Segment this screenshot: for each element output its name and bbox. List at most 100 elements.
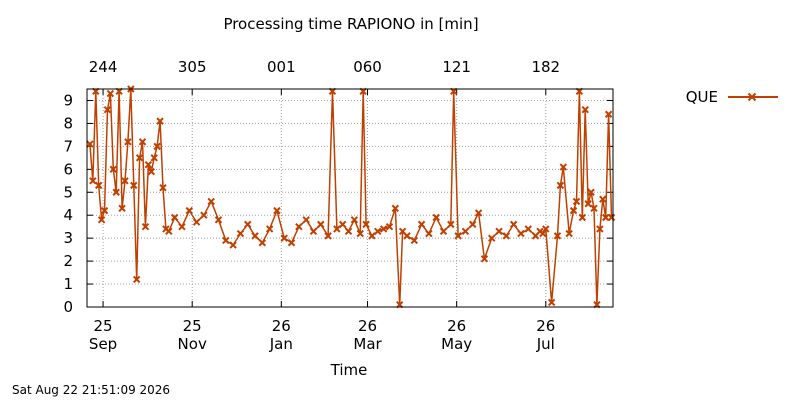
data-point-stroke — [368, 232, 376, 240]
data-point-stroke — [374, 227, 382, 235]
y-tick-label: 0 — [63, 298, 73, 316]
data-point-stroke — [454, 232, 462, 240]
x-top-tick-label: 182 — [531, 58, 560, 76]
data-point — [280, 234, 288, 242]
data-point — [229, 241, 237, 249]
x-top-tick-label: 121 — [442, 58, 471, 76]
data-point-stroke — [138, 138, 147, 146]
data-point-stroke — [474, 209, 483, 217]
series-line-que — [89, 88, 613, 306]
plot-area-frame — [86, 88, 614, 308]
data-point — [338, 220, 347, 229]
data-point — [333, 225, 341, 233]
data-point — [447, 220, 455, 229]
data-point-stroke — [379, 225, 388, 233]
data-point-stroke — [539, 229, 547, 238]
data-point-stroke — [86, 140, 94, 148]
data-point — [130, 181, 138, 190]
chart-title: Processing time RAPIONO in [min] — [223, 15, 478, 33]
data-point-stroke — [480, 255, 489, 263]
data-point — [214, 216, 223, 224]
data-point — [556, 181, 565, 190]
data-point — [599, 195, 607, 203]
data-point-stroke — [604, 110, 613, 118]
data-point — [584, 200, 592, 208]
data-point-stroke — [147, 167, 155, 176]
data-point — [403, 232, 411, 240]
y-tick-label: 4 — [63, 206, 73, 224]
x-top-tick-label: 305 — [178, 58, 207, 76]
data-point — [132, 275, 141, 284]
data-point-stroke — [596, 225, 604, 233]
data-point — [454, 232, 462, 240]
data-point — [185, 206, 193, 215]
data-point-stroke — [144, 161, 153, 169]
data-point — [222, 236, 230, 245]
data-point — [474, 209, 483, 217]
data-point-stroke — [584, 200, 592, 208]
data-point-stroke — [273, 206, 281, 215]
data-point — [590, 204, 598, 213]
data-point-stroke — [141, 222, 150, 231]
data-point-stroke — [317, 220, 325, 229]
data-point-stroke — [109, 165, 118, 174]
data-point-stroke — [124, 138, 132, 146]
data-point — [153, 142, 161, 151]
data-point — [368, 232, 376, 240]
data-point — [150, 154, 158, 162]
data-point — [517, 229, 525, 238]
data-point — [317, 220, 325, 229]
data-point-stroke — [607, 213, 616, 222]
x-tick-label-month: Nov — [178, 335, 207, 353]
data-point — [192, 218, 201, 226]
data-point-stroke — [214, 216, 223, 224]
data-point — [170, 213, 179, 222]
data-point — [596, 225, 604, 233]
data-point-stroke — [469, 220, 477, 229]
data-point — [156, 117, 164, 125]
data-point-stroke — [153, 142, 161, 151]
data-point-stroke — [236, 229, 245, 238]
data-point-stroke — [222, 236, 230, 245]
data-point-stroke — [385, 222, 394, 231]
data-point-stroke — [461, 227, 470, 235]
data-point-stroke — [502, 232, 511, 240]
data-point-stroke — [587, 188, 595, 196]
data-point — [488, 234, 496, 242]
data-point-stroke — [410, 236, 418, 245]
data-point-stroke — [251, 232, 259, 240]
data-point-stroke — [200, 211, 208, 219]
series-layer — [86, 85, 616, 309]
x-tick-label-month: Mar — [353, 335, 382, 353]
data-point-stroke — [207, 197, 215, 206]
data-point-stroke — [170, 213, 179, 222]
legend-label-que: QUE — [686, 88, 718, 106]
data-point-stroke — [601, 213, 610, 222]
y-tick-label: 9 — [63, 91, 73, 109]
data-point — [138, 138, 147, 146]
x-top-tick-label: 001 — [267, 58, 296, 76]
data-point — [601, 213, 610, 222]
data-point — [144, 161, 153, 169]
data-point — [356, 229, 364, 238]
data-point — [324, 232, 332, 240]
x-tick-label-month: Jan — [269, 335, 293, 353]
data-point — [302, 216, 310, 224]
data-point — [236, 229, 245, 238]
data-point — [581, 105, 589, 114]
data-point-stroke — [97, 216, 106, 224]
data-point-stroke — [112, 188, 120, 196]
data-point — [587, 188, 595, 196]
data-point — [565, 229, 573, 238]
data-point — [379, 225, 388, 233]
data-point — [509, 220, 518, 229]
data-point — [287, 239, 296, 247]
data-point-stroke — [192, 218, 201, 226]
data-point — [251, 232, 259, 240]
data-point — [572, 197, 581, 206]
data-point — [578, 213, 587, 222]
x-tick-label-month: Sep — [89, 335, 117, 353]
data-point-stroke — [425, 229, 433, 238]
data-point — [439, 227, 448, 235]
